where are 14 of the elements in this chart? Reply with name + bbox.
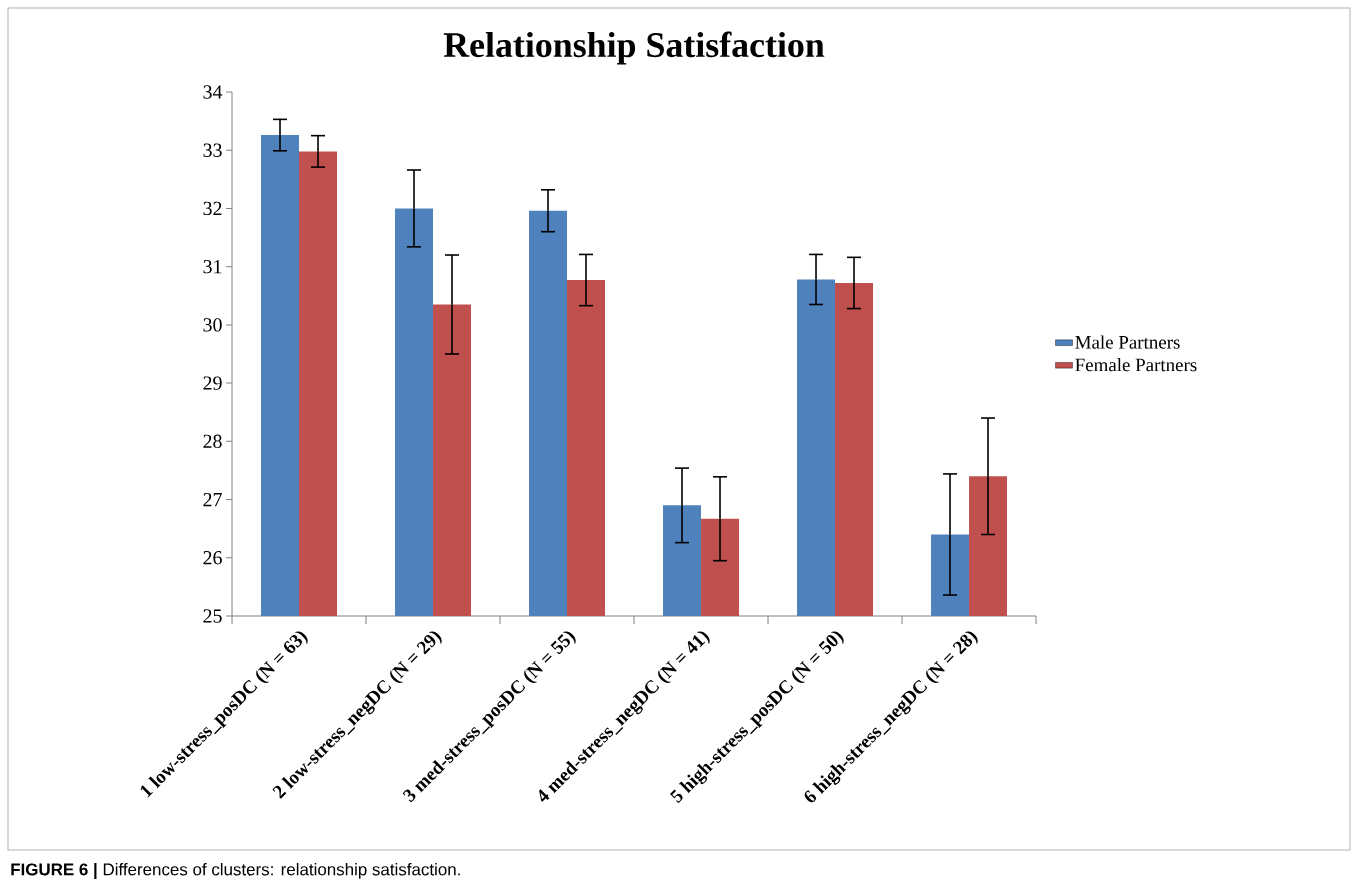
y-tick-label: 26	[203, 551, 222, 565]
y-tick-label: 33	[203, 143, 222, 157]
y-tick-label: 30	[203, 318, 222, 332]
chart-title: Relationship Satisfaction	[443, 31, 825, 65]
text: FIGURE 6 | Differences of clusters: relationship satisfaction.	[11, 862, 460, 880]
y-tick-label: 34	[203, 85, 223, 99]
y-tick-label: 28	[203, 434, 222, 449]
y-tick-label: 27	[203, 492, 222, 507]
legend-label: Female Partners	[1075, 358, 1197, 372]
legend-label: Male Partners	[1075, 335, 1180, 349]
y-tick-label: 25	[203, 609, 222, 623]
y-tick-label: 29	[203, 376, 222, 390]
y-tick-label: 32	[203, 201, 222, 216]
y-tick-label: 31	[203, 259, 222, 274]
